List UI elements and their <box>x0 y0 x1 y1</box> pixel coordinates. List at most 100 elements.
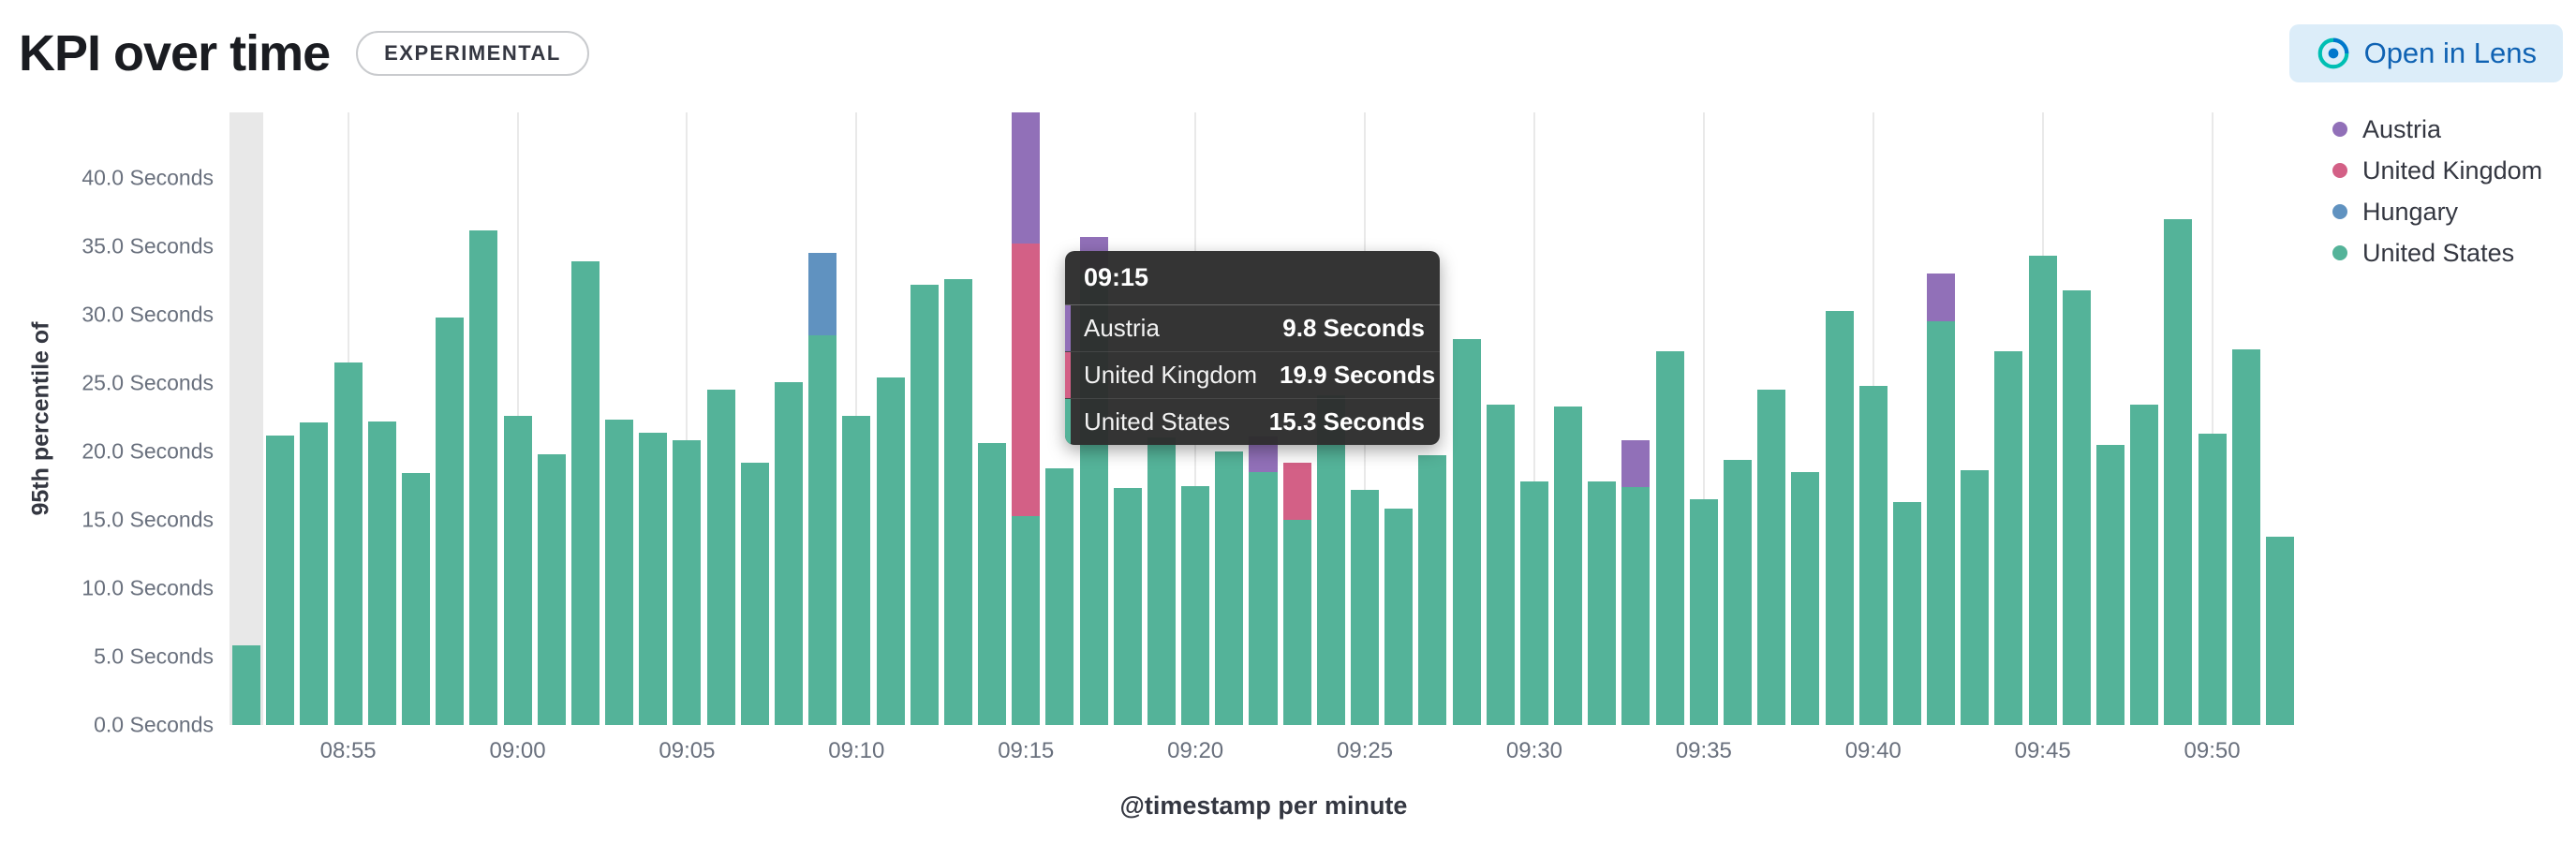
legend-color-dot <box>2332 204 2347 219</box>
bar-09:13[interactable] <box>943 279 972 725</box>
bar-09:35[interactable] <box>1689 499 1718 725</box>
bar-09:43[interactable] <box>1961 470 1990 725</box>
bar-08:52[interactable] <box>232 645 261 725</box>
bar-09:28[interactable] <box>1452 339 1481 725</box>
bar-09:10[interactable] <box>842 416 871 725</box>
bar-08:53[interactable] <box>266 435 295 725</box>
bar-09:31[interactable] <box>1554 406 1583 725</box>
bar-08:57[interactable] <box>401 473 430 725</box>
bar-09:21[interactable] <box>1215 451 1244 725</box>
bar-09:16[interactable] <box>1045 467 1074 725</box>
bar-09:30[interactable] <box>1519 481 1548 725</box>
bar-segment-united-states <box>300 422 329 725</box>
bar-segment-united-states <box>1655 351 1684 725</box>
chart-plot-area[interactable] <box>229 112 2297 725</box>
legend-color-dot <box>2332 245 2347 260</box>
bar-09:03[interactable] <box>605 420 634 725</box>
legend-item-hungary[interactable]: Hungary <box>2332 191 2542 232</box>
vertical-gridline <box>1532 112 1535 725</box>
x-tick-label: 09:05 <box>659 738 716 763</box>
tooltip-series-label: United Kingdom <box>1084 361 1257 389</box>
tooltip-rows: Austria 9.8 Seconds United Kingdom 19.9 Sec… <box>1065 305 1440 445</box>
bar-09:14[interactable] <box>978 443 1007 725</box>
bar-09:27[interactable] <box>1418 455 1447 725</box>
bar-segment-united-states <box>943 279 972 725</box>
bar-09:29[interactable] <box>1486 405 1515 725</box>
open-in-lens-label: Open in Lens <box>2363 37 2537 69</box>
bar-09:40[interactable] <box>1858 385 1888 725</box>
bar-09:23[interactable] <box>1282 462 1311 725</box>
bar-09:44[interactable] <box>1994 351 2023 725</box>
bar-09:41[interactable] <box>1892 502 1921 725</box>
bar-09:48[interactable] <box>2130 405 2159 725</box>
bar-09:20[interactable] <box>1181 485 1210 725</box>
bar-09:38[interactable] <box>1791 471 1820 725</box>
bar-09:26[interactable] <box>1384 509 1414 725</box>
bar-09:25[interactable] <box>1351 489 1380 725</box>
bar-08:55[interactable] <box>333 362 363 725</box>
bar-09:39[interactable] <box>1825 310 1854 725</box>
bar-09:18[interactable] <box>1113 488 1142 725</box>
bar-09:22[interactable] <box>1249 436 1278 725</box>
bar-segment-united-states <box>2164 218 2193 725</box>
series-color-strip <box>1065 399 1071 445</box>
bar-08:56[interactable] <box>367 421 396 725</box>
bar-segment-hungary <box>808 253 837 335</box>
bar-segment-united-states <box>436 317 465 725</box>
open-in-lens-button[interactable]: Open in Lens <box>2288 24 2563 82</box>
bar-09:42[interactable] <box>1927 274 1956 725</box>
bar-09:08[interactable] <box>774 381 803 725</box>
bar-09:36[interactable] <box>1724 459 1753 725</box>
bar-segment-united-states <box>503 416 532 725</box>
bar-09:45[interactable] <box>2028 256 2057 725</box>
bar-09:51[interactable] <box>2231 348 2260 725</box>
bar-segment-austria <box>1621 440 1651 487</box>
bar-08:59[interactable] <box>469 229 498 725</box>
legend-item-austria[interactable]: Austria <box>2332 109 2542 150</box>
legend-item-label: Hungary <box>2362 197 2459 226</box>
bar-segment-united-states <box>1791 471 1820 725</box>
bar-09:32[interactable] <box>1588 481 1617 725</box>
bar-09:33[interactable] <box>1621 440 1651 725</box>
bar-segment-united-states <box>1724 459 1753 725</box>
bar-09:19[interactable] <box>1147 437 1176 725</box>
bar-segment-united-states <box>876 377 905 725</box>
bar-segment-united-states <box>910 284 939 725</box>
bar-09:46[interactable] <box>2062 289 2091 725</box>
bar-08:54[interactable] <box>300 422 329 725</box>
y-tick-label: 5.0 Seconds <box>94 643 214 669</box>
bar-09:49[interactable] <box>2164 218 2193 725</box>
bar-09:05[interactable] <box>673 440 702 725</box>
bar-09:07[interactable] <box>740 462 769 725</box>
bar-09:04[interactable] <box>639 432 668 725</box>
bar-segment-united-states <box>537 453 566 725</box>
bar-09:24[interactable] <box>1316 395 1345 725</box>
bar-segment-united-states <box>232 645 261 725</box>
x-tick-label: 09:25 <box>1337 738 1394 763</box>
bar-09:34[interactable] <box>1655 351 1684 725</box>
bar-segment-united-states <box>1181 485 1210 725</box>
panel-header: KPI over time EXPERIMENTAL Open in Lens <box>0 0 2576 94</box>
bar-09:01[interactable] <box>537 453 566 725</box>
bar-09:15[interactable] <box>1012 112 1041 725</box>
bar-09:50[interactable] <box>2198 434 2227 725</box>
bar-segment-united-states <box>605 420 634 725</box>
chart-legend: Austria United Kingdom Hungary United State… <box>2332 109 2542 274</box>
bar-segment-united-states <box>1351 489 1380 725</box>
legend-item-united-states[interactable]: United States <box>2332 232 2542 274</box>
bar-09:52[interactable] <box>2265 536 2294 725</box>
bar-09:47[interactable] <box>2095 444 2124 725</box>
bar-09:12[interactable] <box>910 284 939 725</box>
bar-09:02[interactable] <box>570 261 600 725</box>
bar-09:37[interactable] <box>1757 390 1786 725</box>
legend-color-dot <box>2332 163 2347 178</box>
legend-item-united-kingdom[interactable]: United Kingdom <box>2332 150 2542 191</box>
bar-segment-united-kingdom <box>1012 244 1041 516</box>
bar-09:06[interactable] <box>706 390 735 725</box>
bar-segment-united-states <box>333 362 363 725</box>
bar-09:09[interactable] <box>808 253 837 725</box>
bar-08:58[interactable] <box>436 317 465 725</box>
bar-09:11[interactable] <box>876 377 905 725</box>
bar-09:00[interactable] <box>503 416 532 725</box>
y-tick-label: 15.0 Seconds <box>81 507 214 532</box>
